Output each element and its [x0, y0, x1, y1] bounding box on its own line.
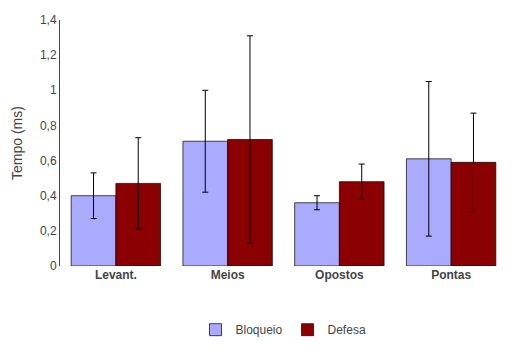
svg-text:Defesa: Defesa — [328, 323, 366, 337]
svg-text:0,6: 0,6 — [40, 154, 57, 168]
svg-text:0,4: 0,4 — [40, 189, 57, 203]
svg-text:0,8: 0,8 — [40, 119, 57, 133]
svg-text:1,2: 1,2 — [40, 48, 57, 62]
svg-text:Levant.: Levant. — [95, 268, 137, 282]
svg-text:Bloqueio: Bloqueio — [236, 323, 283, 337]
svg-text:Pontas: Pontas — [431, 268, 471, 282]
svg-text:Tempo (ms): Tempo (ms) — [9, 106, 25, 180]
svg-text:Meios: Meios — [211, 268, 245, 282]
svg-text:0: 0 — [50, 259, 57, 273]
svg-text:1,4: 1,4 — [40, 13, 57, 27]
svg-text:1: 1 — [50, 83, 57, 97]
svg-text:Opostos: Opostos — [315, 268, 364, 282]
svg-text:0,2: 0,2 — [40, 224, 57, 238]
